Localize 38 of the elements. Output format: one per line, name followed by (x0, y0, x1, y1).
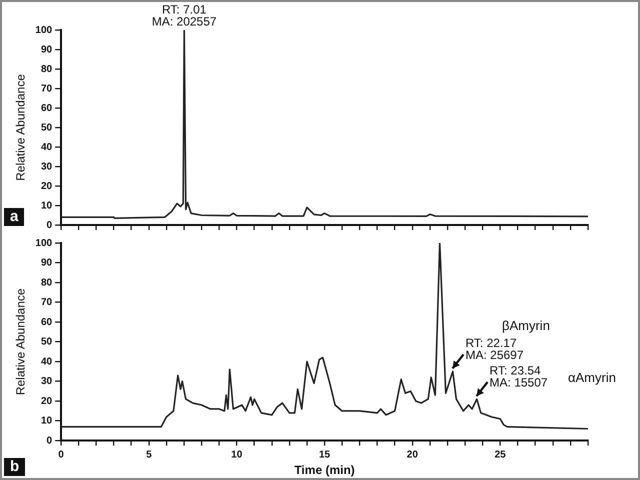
y-tick-label: 70 (40, 297, 53, 308)
x-tick-label: 15 (318, 449, 331, 460)
y-tick-label: 40 (40, 142, 53, 153)
annotation: RT: 23.54 MA: 15507 (490, 363, 548, 390)
y-tick-label: 90 (40, 44, 53, 56)
x-tick-label: 10 (231, 449, 243, 460)
x-tick-label: 0 (58, 449, 64, 460)
x-axis-title: Time (min) (294, 463, 355, 478)
annotation: RT: 22.17 MA: 25697 (465, 336, 524, 362)
y-tick-label: 100 (35, 238, 53, 249)
y-axis-title: Relative Abundance (14, 288, 28, 396)
y-tick-label: 30 (40, 161, 53, 172)
text: a (4, 208, 24, 226)
y-tick-label: 20 (40, 396, 53, 407)
y-tick-label: 50 (40, 336, 53, 348)
y-tick-label: 100 (35, 24, 53, 36)
y-tick-label: 0 (46, 220, 53, 231)
x-tick-label: 5 (146, 449, 152, 460)
annotation: αAmyrin (568, 370, 616, 385)
text: b (4, 458, 26, 476)
y-tick-label: 90 (40, 258, 53, 269)
y-tick-label: 80 (40, 64, 53, 75)
y-tick-label: 70 (40, 83, 53, 94)
y-tick-label: 30 (40, 376, 53, 388)
annotation: βAmyrin (502, 318, 550, 333)
y-tick-label: 10 (40, 416, 53, 427)
y-tick-label: 0 (46, 435, 53, 446)
y-tick-label: 60 (40, 102, 53, 114)
y-tick-label: 60 (40, 316, 53, 328)
y-tick-label: 80 (40, 277, 53, 288)
annotation: RT: 7.01 MA: 202557 (152, 2, 217, 28)
y-tick-label: 10 (40, 200, 53, 212)
y-axis-title: Relative Abundance (14, 74, 28, 181)
x-tick-label: 25 (494, 449, 506, 460)
x-tick-label: 20 (406, 449, 418, 460)
y-tick-label: 20 (40, 180, 53, 192)
y-tick-label: 40 (40, 356, 53, 368)
y-tick-label: 50 (40, 122, 53, 134)
